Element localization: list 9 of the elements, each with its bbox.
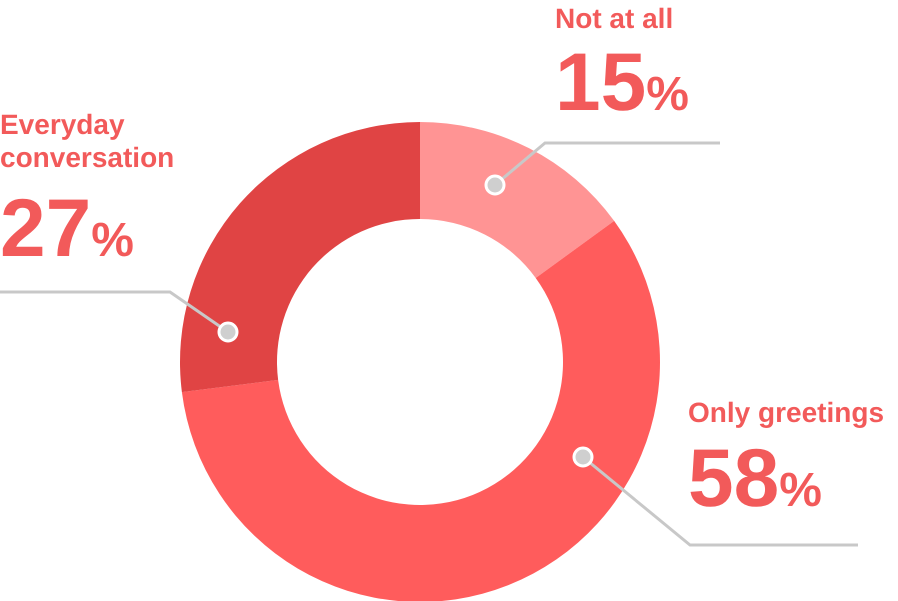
data-label: 15% xyxy=(555,37,689,128)
slice-label: Everyday conversation xyxy=(0,109,174,173)
donut-slice xyxy=(182,220,660,601)
data-label: 58% xyxy=(688,433,822,524)
donut-slice xyxy=(420,122,614,278)
slice-label: Not at all xyxy=(555,3,674,34)
slice-label: Only greetings xyxy=(688,397,884,428)
data-label: 27% xyxy=(0,183,134,274)
donut-slice xyxy=(180,122,420,392)
